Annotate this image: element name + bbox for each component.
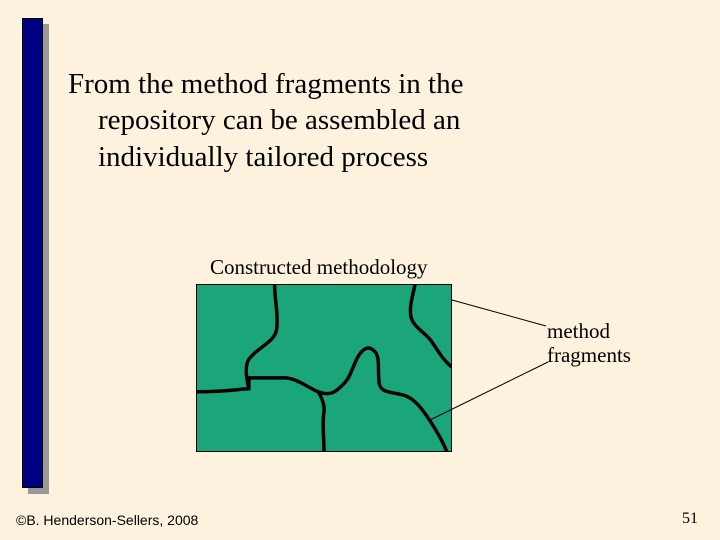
copyright: ©B. Henderson-Sellers, 2008 [16,512,198,528]
fragments-label: method fragments [547,319,631,367]
fragments-label-line2: fragments [547,343,631,367]
decorative-sidebar [22,18,52,488]
main-text-line2: repository can be assembled an [98,104,460,136]
sidebar-front [22,18,43,488]
fragment-lines [197,285,451,451]
main-text: From the method fragments in the reposit… [68,66,648,175]
main-text-line3: individually tailored process [98,141,428,173]
methodology-diagram [196,284,452,452]
main-text-line1: From the method fragments in the [68,68,463,100]
subtitle: Constructed methodology [210,255,428,280]
fragments-label-line1: method [547,319,610,343]
page-number: 51 [682,510,698,528]
